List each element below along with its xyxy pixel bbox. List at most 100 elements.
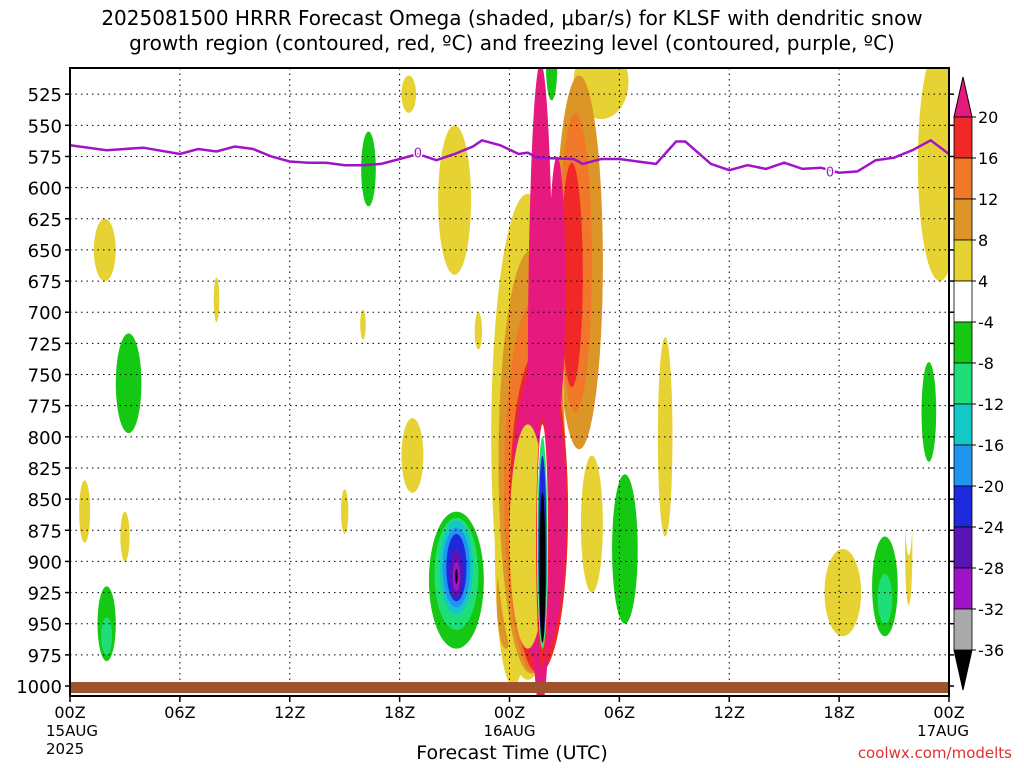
omega-region-71 [905,467,913,556]
colorbar-label-10: -24 [978,518,1004,537]
x-tick-label-30: 06Z [604,703,635,722]
x-date-label-48: 17AUG [917,722,969,740]
x-tick-label-18: 18Z [384,703,415,722]
colorbar-label-1: 16 [978,149,998,168]
y-tick-label-925: 925 [28,584,62,605]
y-tick-label-600: 600 [28,179,62,200]
freezing-level-line [70,138,949,174]
colorbar-segment-11 [953,567,973,610]
colorbar-label-4: 4 [978,272,988,291]
omega-region-12 [211,570,222,616]
omega-region-61 [539,492,546,643]
credit-text: coolwx.com/modelts [857,744,1012,762]
colorbar-label-3: 8 [978,231,988,250]
colorbar-bottom-triangle [953,649,973,691]
colorbar-label-9: -20 [978,477,1004,496]
colorbar-segment-1 [953,157,973,200]
omega-region-22 [436,324,455,475]
chart-title: 2025081500 HRRR Forecast Omega (shaded, … [0,6,1024,56]
colorbar-segment-12 [953,608,973,651]
omega-region-62 [824,548,862,637]
x-year-label-0: 2025 [46,740,84,758]
omega-region-17 [438,125,472,275]
omega-region-68 [921,362,937,462]
omega-region-11 [120,511,130,562]
omega-region-21 [341,489,349,535]
freezing-level-label-0: 0 [414,147,422,162]
y-tick-label-975: 975 [28,646,62,667]
omega-region-7 [79,480,91,543]
x-tick-label-48: 00Z [933,703,964,722]
colorbar-label-8: -16 [978,436,1004,455]
y-tick-label-550: 550 [28,116,62,137]
y-tick-label-700: 700 [28,303,62,324]
omega-region-15 [401,75,417,113]
colorbar: 20 16 12 8 4 -4 -8 -12 -16 -20 -24 -28 -32 -36 [953,76,1004,691]
omega-region-55 [548,156,566,419]
x-tick-label-12: 12Z [274,703,305,722]
omega-region-35 [466,449,472,500]
freezing-level-contour: 00 [70,138,949,182]
omega-region-47 [670,349,686,500]
omega-region-14 [361,131,376,207]
x-tick-label-42: 18Z [823,703,854,722]
y-tick-label-575: 575 [28,147,62,168]
y-tick-label-850: 850 [28,490,62,511]
colorbar-segment-6 [953,362,973,405]
x-date-label-24: 16AUG [484,722,536,740]
y-tick-label-525: 525 [28,85,62,106]
y-tick-label-625: 625 [28,210,62,231]
colorbar-label-6: -8 [978,354,994,373]
colorbar-segment-7 [953,403,973,446]
x-tick-label-24: 00Z [494,703,525,722]
y-tick-label-950: 950 [28,615,62,636]
colorbar-label-12: -32 [978,600,1004,619]
y-tick-label-1000: 1000 [16,677,62,698]
omega-region-18 [360,309,366,340]
colorbar-segment-9 [953,485,973,528]
colorbar-top-triangle [953,76,973,118]
colorbar-label-11: -28 [978,559,1004,578]
omega-region-20 [401,418,424,493]
omega-region-3 [213,277,220,323]
ground-layer [70,682,949,694]
freezing-level-label-1: 0 [826,165,834,180]
omega-region-46 [612,474,638,624]
y-tick-label-900: 900 [28,552,62,573]
y-tick-label-750: 750 [28,366,62,387]
y-tick-label-725: 725 [28,334,62,355]
colorbar-segment-4 [953,280,973,323]
omega-region-33 [471,68,501,120]
x-tick-label-0: 00Z [54,703,85,722]
x-tick-label-36: 12Z [714,703,745,722]
ground-fill [70,682,949,694]
y-tick-label-875: 875 [28,521,62,542]
omega-region-16 [418,84,425,154]
y-tick-label-775: 775 [28,397,62,418]
colorbar-segment-8 [953,444,973,487]
colorbar-segment-0 [953,116,973,159]
omega-region-69 [917,68,949,282]
colorbar-label-13: -36 [978,641,1004,660]
omega-region-34 [474,312,483,350]
y-tick-label-675: 675 [28,272,62,293]
title-line-2: growth region (contoured, red, ºC) and f… [129,31,895,55]
colorbar-label-2: 12 [978,190,998,209]
omega-region-19 [387,374,394,412]
omega-region-41 [546,68,558,101]
y-tick-label-650: 650 [28,241,62,262]
omega-region-48 [580,455,603,593]
x-axis-label: Forecast Time (UTC) [416,742,608,764]
colorbar-segment-3 [953,239,973,282]
y-axis: 525 550 575 600 625 650 675 700 725 750 775 800 825 8… [16,85,954,698]
omega-region-5 [115,333,142,434]
x-date-label-0: 15AUG [46,722,98,740]
omega-region-31 [455,568,458,584]
y-tick-label-800: 800 [28,428,62,449]
x-tick-label-6: 06Z [164,703,195,722]
omega-region-2 [225,241,237,341]
omega-region-10 [101,617,113,655]
colorbar-label-5: -4 [978,313,994,332]
